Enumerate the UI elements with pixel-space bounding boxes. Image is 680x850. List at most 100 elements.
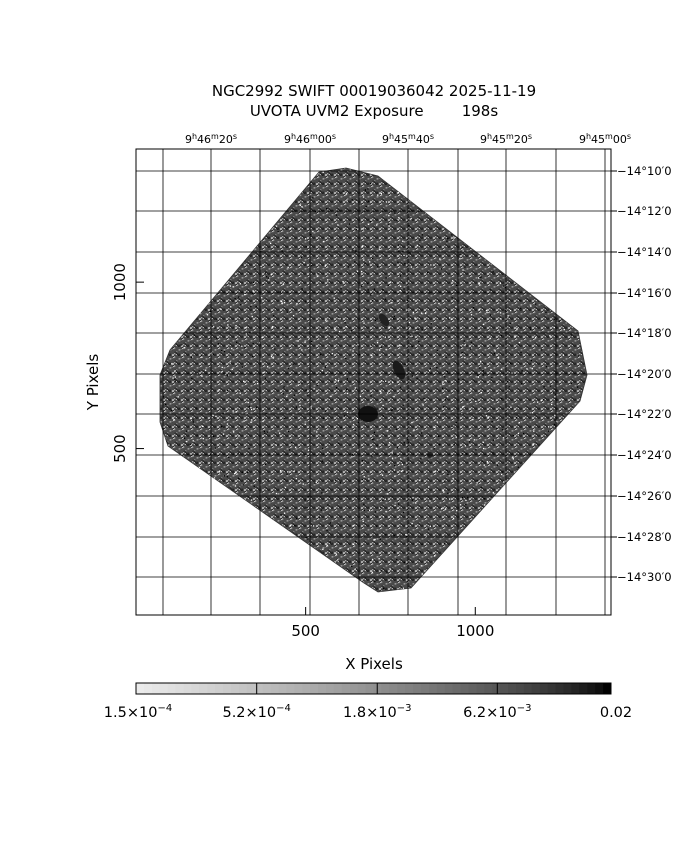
colorbar-segment	[207, 683, 216, 694]
colorbar-segment	[508, 683, 517, 694]
ra-unit: s	[430, 132, 434, 141]
exposure-image	[159, 167, 588, 593]
ra-value: 40	[416, 133, 430, 146]
field-of-view	[159, 167, 588, 593]
colorbar-segment	[318, 683, 327, 694]
dec-tick-label: −14°16′0	[617, 286, 672, 300]
colorbar-segment	[167, 683, 177, 694]
colorbar-segment	[436, 683, 446, 694]
colorbar-segment	[262, 683, 272, 694]
colorbar-segment	[571, 683, 580, 694]
dec-tick-label: −14°22′0	[617, 407, 672, 421]
colorbar-segment	[326, 683, 335, 694]
colorbar-label: 6.2×10−3	[463, 703, 531, 721]
ra-tick-label: 9h45m40s	[382, 132, 434, 146]
colorbar-segment	[531, 683, 541, 694]
ra-value: 45	[492, 133, 506, 146]
colorbar-label: 1.5×10−4	[104, 703, 172, 721]
figure-title-line2: UVOTA UVM2 Exposure 198s	[250, 102, 499, 120]
colorbar-segment	[175, 683, 184, 694]
colorbar-segment	[365, 683, 374, 694]
colorbar-segment	[547, 683, 557, 694]
colorbar-segment	[444, 683, 454, 694]
ra-value: 00	[318, 133, 332, 146]
colorbar-segment	[421, 683, 430, 694]
ra-unit: h	[291, 132, 296, 141]
colorbar-segment	[595, 683, 604, 694]
colorbar-segment	[484, 683, 493, 694]
coordinate-grid	[136, 149, 611, 615]
dec-tick-label: −14°26′0	[617, 489, 672, 503]
ra-unit: h	[586, 132, 591, 141]
ra-ticks: 9h46m20s 9h46m00s 9h45m40s 9h45m20s 9h45m00s	[185, 132, 631, 146]
ra-value: 9	[480, 133, 487, 146]
colorbar-segment	[294, 683, 303, 694]
ra-unit: m	[211, 132, 219, 141]
colorbar-segment	[310, 683, 319, 694]
ra-value: 46	[296, 133, 310, 146]
dec-tick-label: −14°14′0	[617, 245, 672, 259]
ra-unit: s	[528, 132, 532, 141]
ra-unit: m	[605, 132, 613, 141]
ra-unit: s	[332, 132, 336, 141]
colorbar-segment	[349, 683, 359, 694]
source-blob	[378, 313, 390, 327]
colorbar-segment	[587, 683, 596, 694]
colorbar-segment	[231, 683, 240, 694]
plot-frame	[135, 148, 612, 616]
ra-value: 9	[284, 133, 291, 146]
ra-value: 46	[197, 133, 211, 146]
x-pixel-ticks: 500 1000	[291, 607, 494, 640]
colorbar-segment	[555, 683, 564, 694]
colorbar-segment	[333, 683, 343, 694]
colorbar-segment	[381, 683, 390, 694]
colorbar-segment	[468, 683, 477, 694]
colorbar-segment	[500, 683, 509, 694]
colorbar-segment	[215, 683, 224, 694]
colorbar-segment	[579, 683, 588, 694]
colorbar-segment	[603, 683, 612, 694]
ra-value: 20	[219, 133, 233, 146]
colorbar-label-mantissa: 6.2×10	[463, 705, 517, 721]
dec-tick-label: −14°28′0	[617, 530, 672, 544]
colorbar-segment	[143, 683, 153, 694]
dec-tick-label: −14°24′0	[617, 448, 672, 462]
colorbar-segment	[238, 683, 248, 694]
dec-ticks: −14°10′0 −14°12′0 −14°14′0 −14°16′0 −14°18′0…	[611, 164, 672, 584]
colorbar: 1.5×10−4 5.2×10−4 1.8×10−3 6.2×10−3 0.02	[104, 682, 632, 721]
ra-tick-label: 9h45m00s	[579, 132, 631, 146]
ra-value: 45	[394, 133, 408, 146]
ra-unit: m	[408, 132, 416, 141]
y-tick-label: 1000	[111, 263, 129, 301]
ra-value: 20	[514, 133, 528, 146]
colorbar-segment	[159, 683, 169, 694]
ra-value: 9	[579, 133, 586, 146]
colorbar-segment	[136, 683, 145, 694]
colorbar-label-exponent: −3	[517, 703, 532, 714]
colorbar-segment	[523, 683, 533, 694]
ra-unit: m	[506, 132, 514, 141]
ra-unit: s	[627, 132, 631, 141]
colorbar-segment	[539, 683, 549, 694]
y-tick-label: 500	[111, 434, 129, 463]
colorbar-segment	[191, 683, 200, 694]
ra-tick-label: 9h45m20s	[480, 132, 532, 146]
colorbar-label-exponent: −3	[397, 703, 412, 714]
ra-unit: h	[192, 132, 197, 141]
ra-tick-label: 9h46m00s	[284, 132, 336, 146]
ra-value: 45	[591, 133, 605, 146]
colorbar-segment	[460, 683, 469, 694]
colorbar-segment	[357, 683, 367, 694]
colorbar-segment	[199, 683, 208, 694]
colorbar-label: 1.8×10−3	[343, 703, 411, 721]
colorbar-segment	[428, 683, 438, 694]
colorbar-segment	[151, 683, 161, 694]
ra-unit: s	[233, 132, 237, 141]
ra-unit: h	[487, 132, 492, 141]
colorbar-label-mantissa: 5.2×10	[222, 705, 276, 721]
x-tick-label: 500	[291, 622, 320, 640]
colorbar-segment	[183, 683, 192, 694]
colorbar-frame	[135, 682, 612, 695]
colorbar-segment	[270, 683, 279, 694]
y-axis-label: Y Pixels	[84, 354, 102, 412]
